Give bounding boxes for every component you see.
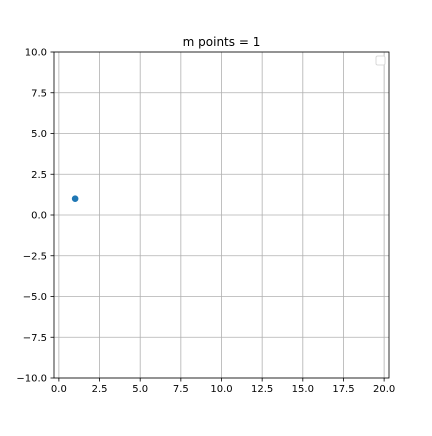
- x-tick-label: 5.0: [132, 384, 148, 395]
- y-tick-label: 10.0: [25, 48, 47, 59]
- legend-box: [376, 56, 385, 65]
- x-tick-label: 15.0: [292, 384, 314, 395]
- y-tick-label: 2.5: [31, 170, 47, 181]
- y-tick-label: 0.0: [31, 211, 47, 222]
- x-tick-label: 10.0: [210, 384, 232, 395]
- y-tick-label: 5.0: [31, 129, 47, 140]
- x-tick-label: 0.0: [51, 384, 67, 395]
- chart-title: m points = 1: [183, 35, 261, 49]
- y-tick-label: −2.5: [23, 251, 47, 262]
- y-tick-label: 7.5: [31, 88, 47, 99]
- y-tick-label: −5.0: [23, 292, 47, 303]
- y-tick-label: −7.5: [23, 333, 47, 344]
- x-tick-label: 20.0: [373, 384, 395, 395]
- points-layer: [72, 195, 79, 202]
- y-tick-label: −10.0: [16, 374, 47, 385]
- x-tick-label: 12.5: [251, 384, 273, 395]
- x-tick-label: 7.5: [173, 384, 189, 395]
- x-tick-label: 17.5: [332, 384, 354, 395]
- x-tick-label: 2.5: [92, 384, 108, 395]
- data-point: [72, 195, 79, 202]
